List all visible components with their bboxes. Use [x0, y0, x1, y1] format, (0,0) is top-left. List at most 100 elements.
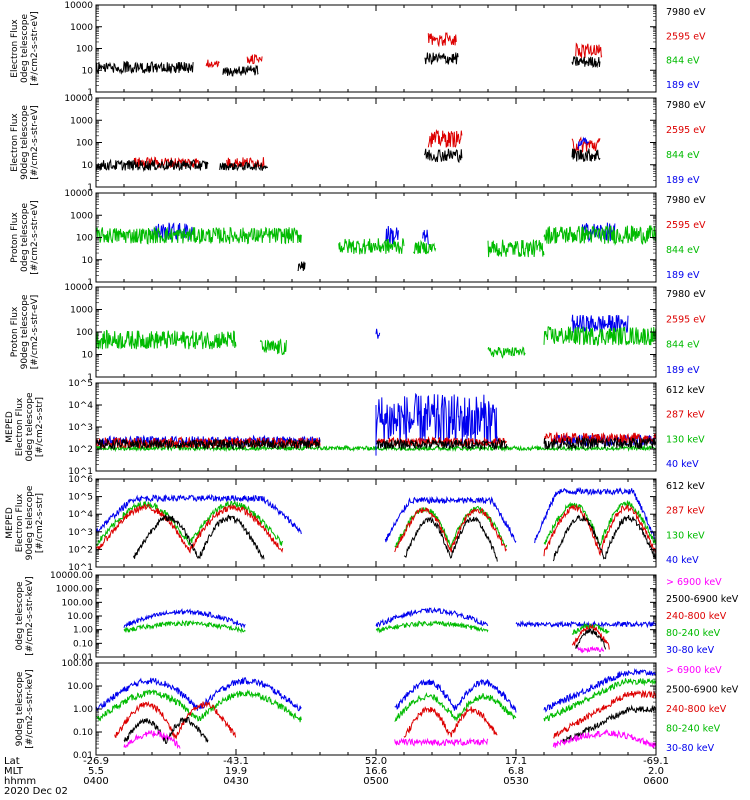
- series-240-800-kev: [571, 623, 610, 650]
- y-tick-label: 10^3: [68, 528, 93, 538]
- legend-entry: 240-800 keV: [666, 704, 727, 715]
- y-axis-label: [#/cm2-s-str-eV]: [30, 105, 40, 180]
- time-tick-hhmm: 0430: [223, 776, 248, 787]
- series-80-240-kev: [123, 619, 610, 635]
- legend-entry: 7980 eV: [666, 100, 706, 111]
- trace-curve: [375, 620, 489, 634]
- trace-curve: [123, 619, 246, 634]
- y-axis-label: MEPED: [5, 411, 15, 443]
- time-tick-mlt: 5.5: [88, 766, 104, 777]
- legend-entry: > 6900 keV: [666, 577, 722, 588]
- trace-curve: [543, 499, 657, 546]
- trace-curve: [577, 645, 605, 654]
- y-axis-label: 90deg telescope: [15, 671, 25, 746]
- y-tick-label: 10^3: [68, 423, 93, 433]
- y-tick-label: 1000: [70, 116, 93, 126]
- y-tick-label: 10000: [64, 189, 93, 199]
- legend-entry: 240-800 keV: [666, 611, 727, 622]
- legend-entry: 612 keV: [666, 385, 705, 396]
- series-7980-ev: [297, 261, 306, 272]
- legend-entry: 2595 eV: [666, 31, 706, 42]
- y-axis-label: 0deg telescope: [25, 392, 35, 462]
- legend-entry: 287 keV: [666, 410, 705, 421]
- trace-segment: [338, 238, 405, 255]
- trace-curve: [394, 678, 517, 713]
- trace-curve: [571, 622, 610, 635]
- y-tick-label: 10: [82, 256, 94, 266]
- trace-segment: [222, 64, 259, 77]
- y-tick-label: 10^4: [68, 401, 93, 411]
- y-tick-label: 1.00: [73, 626, 93, 636]
- y-tick-label: 0.10: [73, 728, 93, 738]
- y-axis-label: Electron Flux: [15, 493, 25, 552]
- y-tick-label: 10: [82, 351, 94, 361]
- trace-segment: [259, 338, 287, 356]
- panel-p6: 10^1 10^2 10^3 10^4 10^5 10^6 MEPED Electron Fl…: [5, 475, 705, 573]
- y-tick-label: 10: [82, 66, 94, 76]
- legend-entry: 844 eV: [666, 340, 700, 351]
- trace-segment: [151, 222, 194, 241]
- trace-curve: [534, 486, 656, 544]
- time-tick-hhmm: 0600: [643, 776, 668, 787]
- trace-segment: [95, 438, 321, 451]
- legend-entry: 844 eV: [666, 150, 700, 161]
- panel-p1: 1 10 100 1000 10000 Electron Flux 0deg telesco…: [10, 1, 706, 98]
- trace-curve: [384, 495, 517, 544]
- series-2595-ev: [132, 129, 601, 169]
- trace-segment: [375, 438, 508, 451]
- legend-entry: 189 eV: [666, 175, 700, 186]
- y-axis-label: 0deg telescope: [20, 14, 30, 84]
- trace-curve: [394, 691, 517, 723]
- trace-segment: [427, 32, 457, 48]
- y-axis-label: Electron Flux: [10, 19, 20, 78]
- trace-segment: [413, 239, 437, 255]
- y-tick-label: 10: [82, 161, 94, 171]
- y-tick-label: 10^2: [68, 445, 93, 455]
- legend-entry: 2595 eV: [666, 220, 706, 231]
- legend-entry: 844 eV: [666, 245, 700, 256]
- panel-p8: 0.01 0.10 1.00 10.00 100.00 90deg telescope [#…: [15, 659, 739, 761]
- y-tick-label: 10^1: [68, 563, 93, 573]
- y-tick-label: 10000.00: [50, 571, 93, 581]
- y-tick-label: 100.00: [62, 659, 94, 669]
- y-tick-label: 10^5: [68, 379, 93, 389]
- legend-entry: 40 keV: [666, 555, 699, 566]
- trace-segment: [571, 148, 601, 162]
- trace-curve: [575, 627, 607, 650]
- trace-segment: [543, 436, 657, 450]
- y-tick-label: 10^1: [68, 467, 93, 477]
- y-tick-label: 0.01: [73, 653, 93, 663]
- trace-segment: [427, 129, 463, 148]
- y-axis-label: Electron Flux: [10, 113, 20, 172]
- y-tick-label: 1: [87, 88, 93, 98]
- series-80-240-kev: [96, 677, 657, 723]
- trace-segment: [424, 148, 463, 164]
- time-tick-hhmm: 0530: [503, 776, 528, 787]
- legend-entry: 7980 eV: [666, 195, 706, 206]
- trace-segment: [246, 54, 263, 65]
- trace-curve: [123, 730, 181, 750]
- time-tick-hhmm: 0500: [363, 776, 388, 787]
- y-tick-label: 10000: [64, 94, 93, 104]
- y-tick-label: 100: [76, 139, 93, 149]
- y-axis-label: [#/cm2-s-str]: [35, 493, 45, 553]
- trace-curve: [132, 514, 265, 560]
- y-axis-label: [#/cm2-s-str-eV]: [30, 295, 40, 370]
- legend-entry: 130 keV: [666, 530, 705, 541]
- trace-segment: [543, 225, 657, 246]
- trace-curve: [95, 677, 302, 713]
- y-tick-label: 10^2: [68, 545, 93, 555]
- trace-segment: [95, 226, 302, 245]
- y-tick-label: 1000: [70, 306, 93, 316]
- trace-curve: [553, 689, 657, 739]
- panel-p4: 1 10 100 1000 10000 Proton Flux 90deg telescop…: [10, 283, 706, 383]
- legend-entry: 287 keV: [666, 506, 705, 517]
- legend-entry: 30-80 keV: [666, 645, 715, 656]
- trace-segment: [375, 392, 498, 447]
- series-2500-6900-kev: [575, 627, 607, 650]
- time-tick-mlt: 2.0: [648, 766, 664, 777]
- y-axis-label: Proton Flux: [10, 212, 20, 263]
- legend-entry: 130 keV: [666, 434, 705, 445]
- legend-entry: 40 keV: [666, 459, 699, 470]
